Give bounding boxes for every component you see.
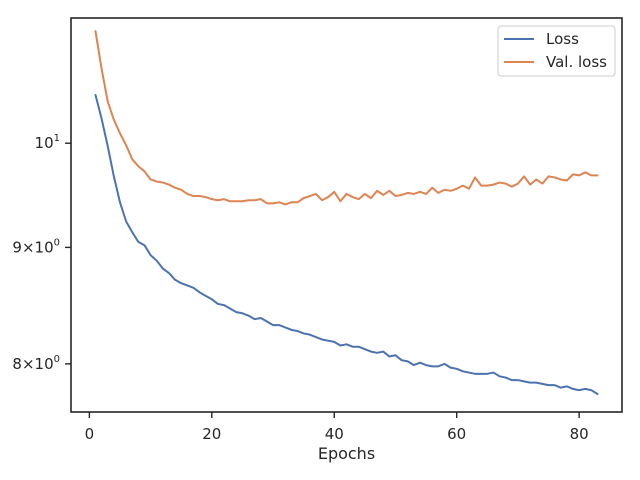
legend: Loss Val. loss [497, 25, 616, 77]
x-tick-label: 40 [325, 425, 344, 443]
y-tick-label: 101 [35, 133, 60, 152]
tick-marks-and-labels: 0 20 40 60 80 8×100 9×100 101 [12, 133, 588, 443]
axes-frame [70, 17, 623, 413]
series-line-val-loss [94, 30, 599, 206]
axes [70, 17, 623, 413]
legend-label: Loss [546, 30, 579, 48]
x-axis-label: Epochs [318, 444, 375, 463]
x-tick-label: 60 [447, 425, 466, 443]
series-line-loss [94, 93, 599, 395]
series-lines [94, 30, 599, 395]
plot-background [71, 18, 622, 412]
x-tick-label: 20 [202, 425, 221, 443]
legend-label: Val. loss [546, 53, 607, 71]
y-tick-label: 8×100 [12, 354, 60, 373]
plot-area [71, 18, 622, 412]
x-tick-label: 80 [570, 425, 589, 443]
y-tick-label: 9×100 [12, 237, 60, 256]
x-tick-label: 0 [85, 425, 95, 443]
